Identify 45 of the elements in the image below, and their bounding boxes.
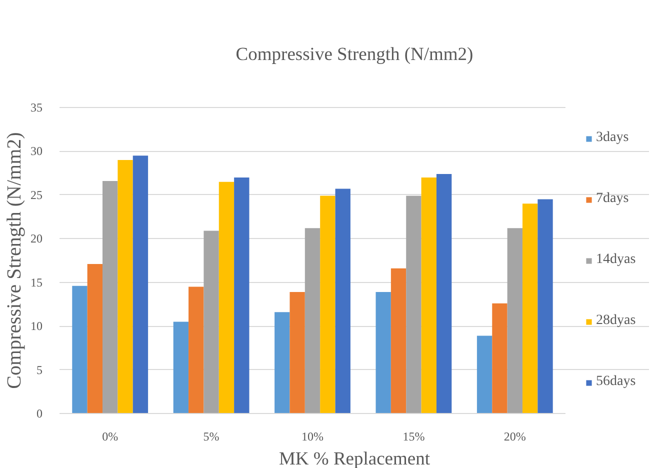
bar <box>218 182 234 414</box>
bar <box>304 228 320 414</box>
y-tick-label: 0 <box>36 406 42 420</box>
bar <box>390 268 406 414</box>
bar <box>290 292 305 414</box>
y-tick-label: 30 <box>30 144 42 158</box>
bar <box>492 303 508 414</box>
bar <box>421 177 436 414</box>
bar <box>436 174 452 414</box>
x-tick-label: 20% <box>504 430 526 444</box>
y-tick-label: 25 <box>30 188 42 202</box>
bar <box>376 292 391 414</box>
legend-label: 3days <box>596 129 629 147</box>
bar <box>274 312 290 414</box>
y-axis-title: Compressive Strength (N/mm2) <box>4 132 26 389</box>
chart-title: Compressive Strength (N/mm2) <box>236 45 474 65</box>
x-tick-label: 0% <box>102 430 118 444</box>
bar <box>204 230 219 414</box>
bar <box>173 322 189 414</box>
bar <box>72 286 88 414</box>
bar <box>335 188 350 414</box>
bar <box>132 156 148 414</box>
x-tick-label: 5% <box>203 430 220 444</box>
y-tick-label: 5 <box>36 362 42 377</box>
y-tick-label: 35 <box>30 100 42 114</box>
y-tick-label: 15 <box>30 275 42 290</box>
bar <box>522 204 538 414</box>
y-tick-label: 10 <box>30 319 42 334</box>
bar <box>538 199 553 414</box>
bar <box>406 196 422 414</box>
bar <box>234 177 250 414</box>
bar <box>320 196 336 414</box>
legend-label: 56days <box>596 373 636 391</box>
y-tick-label: 20 <box>30 232 42 246</box>
legend-label: 28dyas <box>596 312 636 330</box>
x-tick-label: 15% <box>402 430 425 444</box>
bar <box>118 160 133 414</box>
bar <box>476 336 492 414</box>
bar <box>507 228 522 414</box>
bar <box>188 286 204 414</box>
bar <box>102 180 118 414</box>
legend-label: 14dyas <box>596 251 636 269</box>
bar <box>87 264 103 414</box>
legend-label: 7days <box>596 190 629 208</box>
x-tick-label: 10% <box>302 430 324 444</box>
